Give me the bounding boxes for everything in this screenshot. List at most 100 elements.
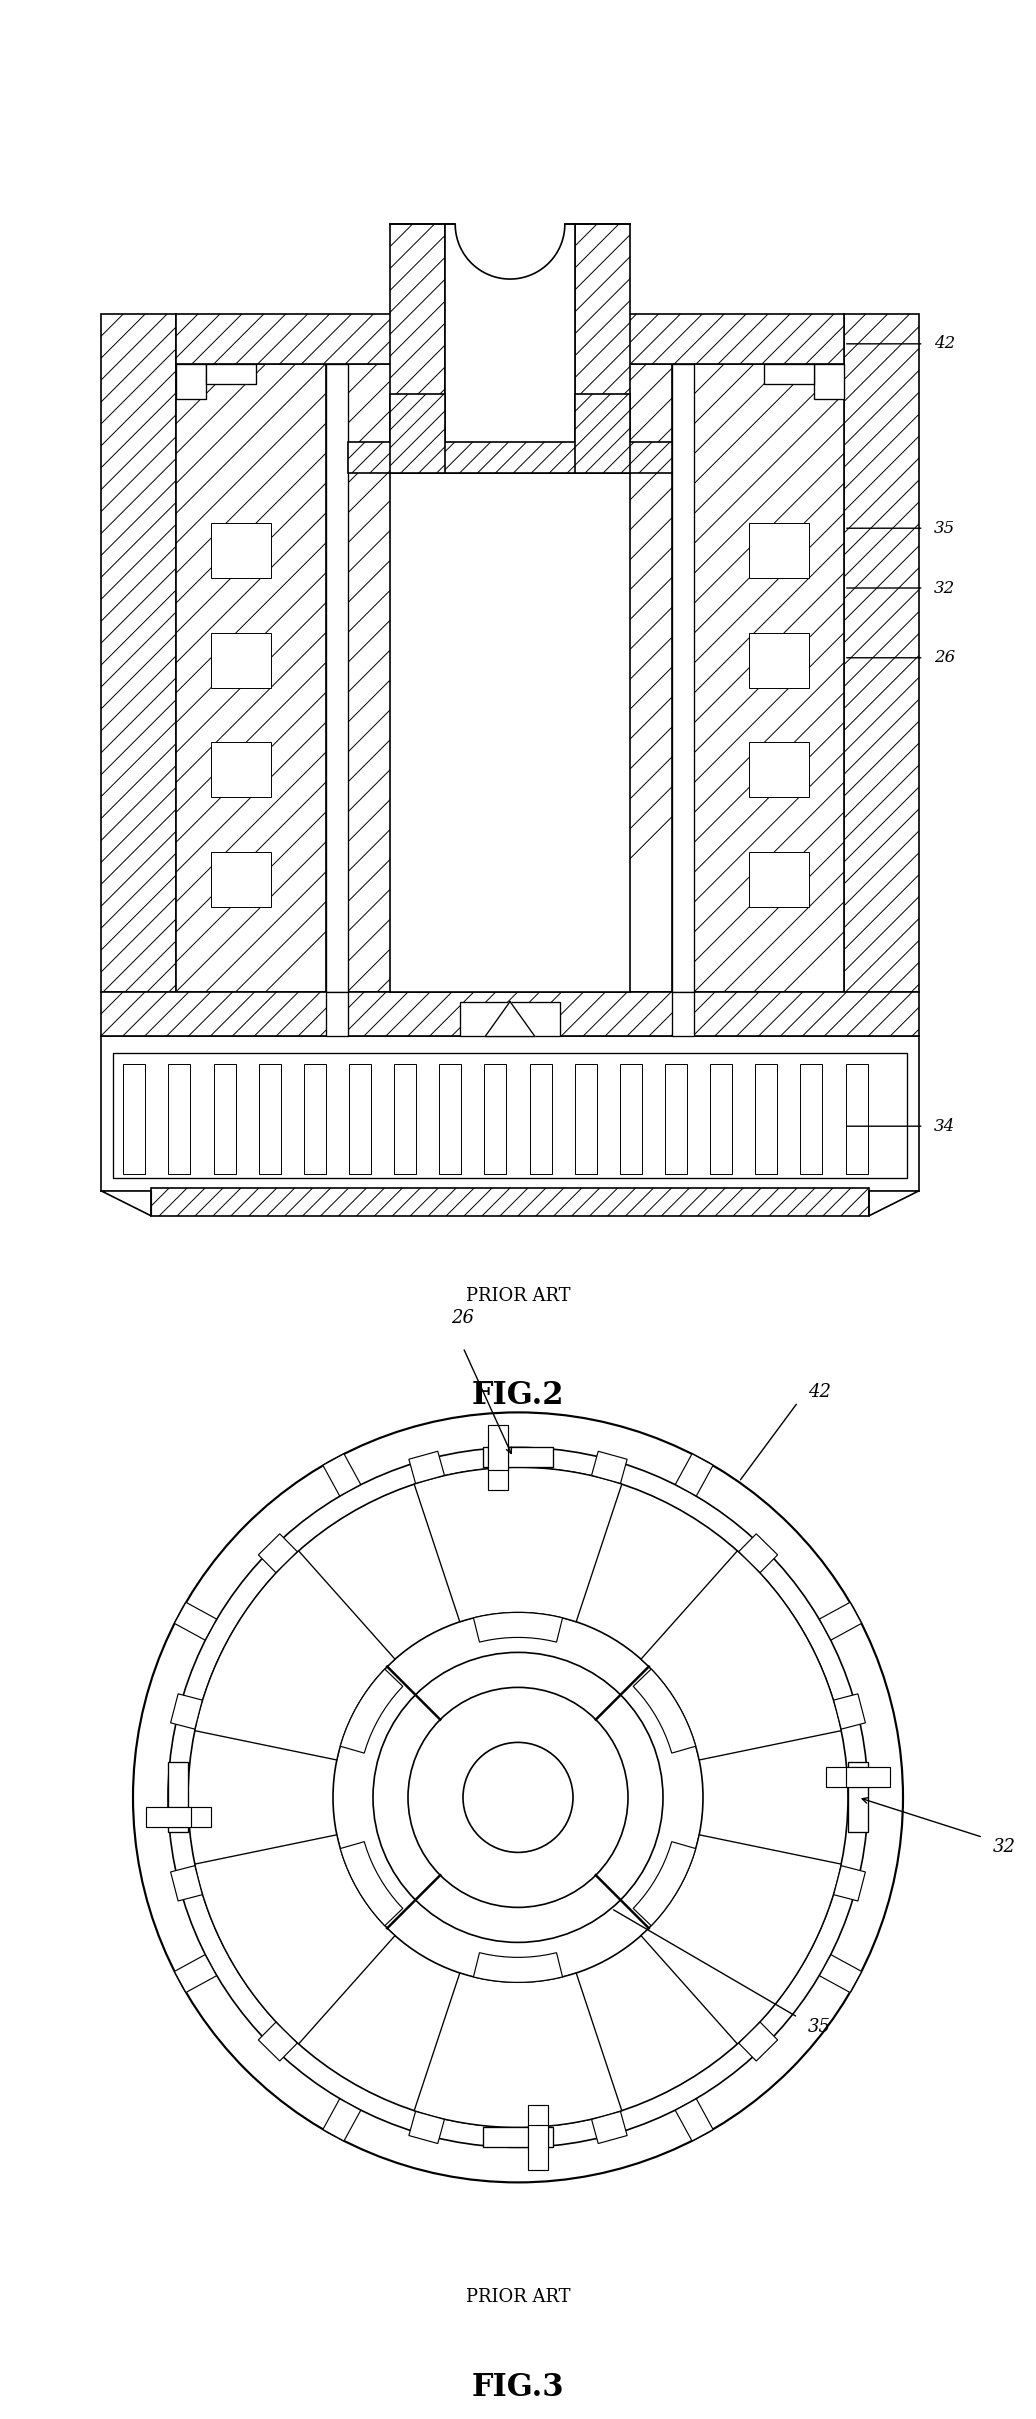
Polygon shape	[641, 1551, 841, 1761]
Circle shape	[463, 1742, 573, 1853]
Text: 42: 42	[933, 336, 955, 353]
Circle shape	[168, 1447, 868, 2148]
Bar	[123, 1064, 145, 1173]
Bar	[672, 363, 694, 992]
Polygon shape	[834, 1865, 865, 1901]
Polygon shape	[174, 1955, 217, 1993]
Bar	[460, 1001, 559, 1035]
Text: 42: 42	[808, 1384, 831, 1401]
Bar	[113, 1052, 906, 1178]
Bar	[488, 1444, 508, 1490]
Polygon shape	[340, 1841, 403, 1926]
Polygon shape	[834, 1693, 865, 1730]
Bar	[325, 992, 347, 1035]
Polygon shape	[819, 1955, 862, 1993]
Bar	[391, 394, 445, 474]
Bar	[844, 314, 919, 992]
Bar	[749, 851, 809, 907]
Bar	[211, 851, 270, 907]
Bar	[206, 363, 256, 385]
Bar	[102, 992, 919, 1035]
Polygon shape	[409, 2112, 444, 2143]
Text: 32: 32	[933, 581, 955, 597]
Bar	[485, 1064, 507, 1173]
Bar	[845, 1064, 867, 1173]
Polygon shape	[739, 2022, 778, 2061]
Bar	[176, 363, 206, 399]
Bar	[391, 225, 445, 474]
Bar	[845, 1768, 891, 1788]
Bar	[349, 1064, 371, 1173]
Bar	[575, 225, 630, 474]
Bar	[749, 743, 809, 798]
Bar	[826, 1768, 870, 1788]
Polygon shape	[473, 1613, 563, 1643]
Bar	[391, 474, 630, 992]
Polygon shape	[340, 1669, 403, 1754]
Bar	[575, 1064, 597, 1173]
Bar	[102, 314, 176, 992]
Bar	[213, 1064, 235, 1173]
Text: FIG.3: FIG.3	[471, 2373, 565, 2402]
Polygon shape	[848, 1763, 868, 1834]
Polygon shape	[633, 1841, 696, 1926]
Text: 32: 32	[992, 1838, 1016, 1855]
Bar	[528, 2105, 548, 2150]
Polygon shape	[409, 1451, 444, 1483]
Circle shape	[133, 1413, 903, 2182]
Bar	[801, 1064, 823, 1173]
Polygon shape	[819, 1601, 862, 1640]
Circle shape	[373, 1652, 663, 1942]
Polygon shape	[641, 1834, 841, 2044]
Text: 35: 35	[808, 2017, 831, 2037]
Polygon shape	[323, 1454, 361, 1495]
Text: PRIOR ART: PRIOR ART	[466, 1287, 570, 1304]
Bar	[749, 523, 809, 578]
Polygon shape	[473, 1952, 563, 1981]
Polygon shape	[414, 1974, 622, 2126]
Bar	[151, 1188, 869, 1217]
Bar	[575, 394, 630, 474]
Bar	[394, 1064, 416, 1173]
Bar	[755, 1064, 777, 1173]
Bar	[166, 1807, 210, 1826]
Polygon shape	[323, 2100, 361, 2141]
Bar	[304, 1064, 326, 1173]
Polygon shape	[485, 1001, 535, 1035]
Circle shape	[188, 1468, 848, 2126]
Bar	[765, 363, 814, 385]
Text: PRIOR ART: PRIOR ART	[466, 2288, 570, 2305]
Polygon shape	[739, 1534, 778, 1572]
Bar	[528, 2124, 548, 2170]
Bar	[445, 225, 575, 474]
Bar	[259, 1064, 281, 1173]
Bar	[814, 363, 844, 399]
Text: FIG.2: FIG.2	[471, 1379, 565, 1410]
Polygon shape	[171, 1865, 202, 1901]
Bar	[749, 634, 809, 687]
Polygon shape	[483, 2126, 553, 2148]
Bar	[665, 1064, 687, 1173]
Polygon shape	[102, 1190, 151, 1217]
Bar	[488, 1425, 508, 1471]
Bar	[211, 523, 270, 578]
Bar	[211, 743, 270, 798]
Circle shape	[333, 1613, 703, 1984]
Polygon shape	[483, 1447, 553, 1468]
Polygon shape	[675, 2100, 713, 2141]
Bar	[620, 1064, 642, 1173]
Polygon shape	[195, 1551, 395, 1761]
Bar	[211, 634, 270, 687]
Bar	[325, 363, 347, 992]
Bar	[176, 314, 844, 363]
Polygon shape	[195, 1834, 395, 2044]
Polygon shape	[174, 1601, 217, 1640]
Polygon shape	[592, 1451, 627, 1483]
Bar	[169, 1064, 191, 1173]
Polygon shape	[633, 1669, 696, 1754]
Text: 26: 26	[452, 1309, 474, 1328]
Bar	[529, 1064, 551, 1173]
Polygon shape	[869, 1190, 919, 1217]
Text: 34: 34	[933, 1118, 955, 1135]
Polygon shape	[168, 1763, 188, 1834]
